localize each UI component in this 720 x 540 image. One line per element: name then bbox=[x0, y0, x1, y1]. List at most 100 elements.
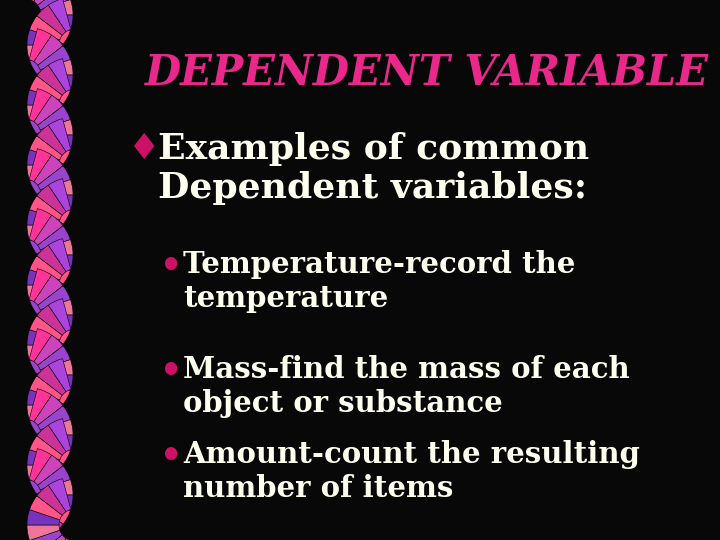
Wedge shape bbox=[40, 59, 73, 75]
Wedge shape bbox=[37, 80, 71, 104]
Wedge shape bbox=[48, 299, 71, 332]
Wedge shape bbox=[30, 470, 63, 494]
Wedge shape bbox=[30, 530, 63, 540]
Wedge shape bbox=[29, 388, 52, 421]
Wedge shape bbox=[37, 106, 71, 130]
Wedge shape bbox=[37, 5, 66, 35]
Wedge shape bbox=[37, 415, 66, 445]
Wedge shape bbox=[37, 235, 66, 265]
Wedge shape bbox=[34, 455, 63, 485]
Wedge shape bbox=[34, 25, 63, 55]
Wedge shape bbox=[29, 148, 52, 181]
Wedge shape bbox=[48, 179, 71, 212]
Wedge shape bbox=[37, 114, 66, 145]
Wedge shape bbox=[27, 405, 60, 421]
Wedge shape bbox=[37, 55, 66, 85]
Wedge shape bbox=[37, 166, 71, 190]
Wedge shape bbox=[40, 195, 73, 211]
Wedge shape bbox=[29, 508, 52, 540]
Wedge shape bbox=[30, 496, 63, 520]
Wedge shape bbox=[34, 215, 63, 245]
Wedge shape bbox=[37, 535, 66, 540]
Wedge shape bbox=[40, 420, 73, 435]
Wedge shape bbox=[37, 286, 71, 310]
Wedge shape bbox=[37, 305, 66, 335]
Text: ♦: ♦ bbox=[128, 132, 161, 166]
Wedge shape bbox=[40, 75, 73, 90]
Wedge shape bbox=[30, 436, 63, 460]
Wedge shape bbox=[40, 300, 73, 315]
Wedge shape bbox=[30, 350, 63, 374]
Wedge shape bbox=[40, 495, 73, 510]
Wedge shape bbox=[48, 239, 71, 272]
Wedge shape bbox=[40, 119, 73, 135]
Text: •: • bbox=[160, 250, 182, 284]
Text: •: • bbox=[160, 440, 182, 474]
Wedge shape bbox=[34, 395, 63, 426]
Wedge shape bbox=[40, 480, 73, 495]
Wedge shape bbox=[48, 238, 71, 272]
Wedge shape bbox=[30, 376, 63, 400]
Text: DEPENDENT VARIABLE: DEPENDENT VARIABLE bbox=[145, 52, 709, 94]
Wedge shape bbox=[27, 269, 60, 285]
Wedge shape bbox=[30, 76, 63, 100]
Wedge shape bbox=[48, 418, 71, 451]
Wedge shape bbox=[48, 418, 71, 451]
Wedge shape bbox=[29, 328, 52, 361]
Wedge shape bbox=[48, 118, 71, 151]
Wedge shape bbox=[27, 210, 60, 225]
Wedge shape bbox=[27, 165, 60, 180]
Wedge shape bbox=[34, 335, 63, 365]
Wedge shape bbox=[29, 148, 52, 181]
Wedge shape bbox=[29, 208, 52, 242]
Wedge shape bbox=[37, 185, 66, 215]
Wedge shape bbox=[37, 380, 71, 404]
Wedge shape bbox=[48, 119, 71, 152]
Wedge shape bbox=[37, 226, 71, 250]
Wedge shape bbox=[34, 35, 63, 65]
Wedge shape bbox=[48, 59, 71, 92]
Wedge shape bbox=[27, 345, 60, 360]
Text: Amount-count the resulting
number of items: Amount-count the resulting number of ite… bbox=[183, 440, 640, 503]
Wedge shape bbox=[30, 196, 63, 220]
Wedge shape bbox=[40, 375, 73, 390]
Wedge shape bbox=[37, 365, 66, 395]
Wedge shape bbox=[29, 389, 52, 422]
Wedge shape bbox=[34, 325, 63, 355]
Wedge shape bbox=[37, 320, 71, 344]
Text: •: • bbox=[160, 355, 182, 389]
Wedge shape bbox=[37, 245, 66, 275]
Wedge shape bbox=[29, 208, 52, 241]
Wedge shape bbox=[37, 425, 66, 455]
Wedge shape bbox=[29, 89, 52, 122]
Wedge shape bbox=[29, 329, 52, 362]
Wedge shape bbox=[29, 268, 52, 301]
Wedge shape bbox=[34, 145, 63, 175]
Wedge shape bbox=[48, 178, 71, 211]
Wedge shape bbox=[37, 0, 71, 10]
Wedge shape bbox=[37, 346, 71, 370]
Wedge shape bbox=[27, 525, 60, 540]
Wedge shape bbox=[34, 85, 63, 115]
Wedge shape bbox=[27, 105, 60, 120]
Wedge shape bbox=[48, 0, 71, 32]
Wedge shape bbox=[48, 58, 71, 91]
Wedge shape bbox=[30, 256, 63, 280]
Wedge shape bbox=[29, 268, 52, 302]
Wedge shape bbox=[40, 360, 73, 375]
Wedge shape bbox=[30, 50, 63, 74]
Wedge shape bbox=[34, 505, 63, 535]
Wedge shape bbox=[34, 155, 63, 185]
Wedge shape bbox=[37, 440, 71, 464]
Wedge shape bbox=[37, 65, 66, 95]
Wedge shape bbox=[37, 406, 71, 430]
Wedge shape bbox=[29, 449, 52, 482]
Wedge shape bbox=[27, 510, 60, 525]
Wedge shape bbox=[27, 329, 60, 345]
Wedge shape bbox=[29, 0, 52, 2]
Wedge shape bbox=[29, 29, 52, 62]
Wedge shape bbox=[48, 538, 71, 540]
Wedge shape bbox=[40, 0, 73, 15]
Wedge shape bbox=[37, 295, 66, 325]
Wedge shape bbox=[27, 465, 60, 481]
